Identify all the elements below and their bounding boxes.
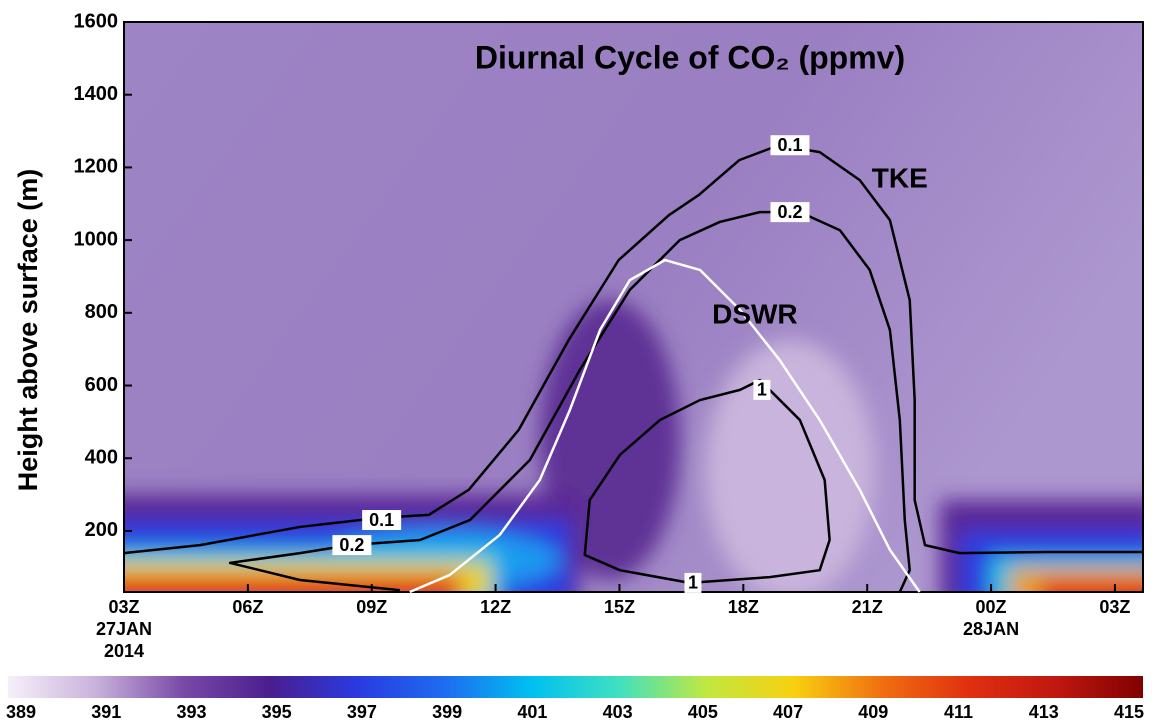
contour-label-bg (362, 510, 402, 531)
y-axis-label: Height above surface (m) (13, 169, 43, 492)
contour-line (228, 210, 911, 593)
y-tick-label: 600 (85, 374, 118, 396)
colorbar-tick-label: 391 (91, 702, 121, 722)
x-tick-label: 12Z (480, 597, 511, 617)
x-tick-label: 09Z (356, 597, 387, 617)
contour-label-text: 0.1 (369, 510, 394, 530)
colorbar-tick-label: 401 (517, 702, 547, 722)
annotation: TKE (872, 163, 928, 194)
contour-line (583, 378, 831, 585)
colorbar-tick-label: 397 (347, 702, 377, 722)
contour-label-bg (332, 535, 372, 556)
chart-title: Diurnal Cycle of CO₂ (ppmv) (475, 39, 905, 75)
y-tick-label: 1400 (74, 83, 119, 105)
colorbar-tick-label: 409 (858, 702, 888, 722)
y-tick-label: 200 (85, 519, 118, 541)
contour-line (409, 258, 921, 594)
contour-label-bg (770, 135, 810, 156)
contour-label-text: 1 (688, 573, 698, 593)
contour-line (123, 143, 1143, 555)
contour-label: 0.2 (332, 535, 372, 556)
x-tick-label: 18Z (728, 597, 759, 617)
y-tick-label: 1000 (74, 228, 119, 250)
annotation: DSWR (712, 298, 798, 329)
x-tick-label: 21Z (852, 597, 883, 617)
contour-label-bg (684, 572, 702, 593)
contour-label: 0.1 (770, 135, 810, 156)
colorbar-tick-label: 407 (773, 702, 803, 722)
contour-label: 0.2 (770, 202, 810, 223)
y-tick-label: 1200 (74, 156, 119, 178)
x-tick-label: 06Z (232, 597, 263, 617)
x-tick-label: 03Z (108, 597, 139, 617)
colorbar-tick-label: 403 (603, 702, 633, 722)
y-tick-label: 400 (85, 447, 118, 469)
x-tick-label: 15Z (604, 597, 635, 617)
contour-label-text: 1 (757, 380, 767, 400)
colorbar-tick-label: 399 (432, 702, 462, 722)
contour-label-text: 0.1 (777, 135, 802, 155)
x-tick-label: 00Z (976, 597, 1007, 617)
colorbar-tick-label: 395 (262, 702, 292, 722)
y-tick-label: 1600 (74, 10, 119, 32)
colorbar-tick-label: 411 (944, 702, 973, 722)
contour-label: 0.1 (362, 510, 402, 531)
x-tick-label: 03Z (1099, 597, 1130, 617)
colorbar (8, 676, 1143, 698)
colorbar-tick-label: 393 (176, 702, 206, 722)
contour-label: 1 (684, 572, 702, 593)
x-tick-date: 27JAN (96, 619, 152, 639)
colorbar-tick-label: 389 (6, 702, 36, 722)
colorbar-tick-label: 413 (1029, 702, 1059, 722)
contour-label-bg (770, 202, 810, 223)
y-tick-label: 800 (85, 301, 118, 323)
plot-frame (123, 21, 1144, 593)
x-tick-year: 2014 (104, 641, 144, 661)
contour-label-text: 0.2 (777, 202, 802, 222)
contour-label: 1 (753, 379, 771, 400)
colorbar-tick-label: 405 (688, 702, 718, 722)
co2-field (124, 22, 1143, 592)
x-tick-date: 28JAN (963, 619, 1019, 639)
contour-label-bg (753, 379, 771, 400)
colorbar-tick-label: 415 (1114, 702, 1144, 722)
contour-label-text: 0.2 (339, 535, 364, 555)
